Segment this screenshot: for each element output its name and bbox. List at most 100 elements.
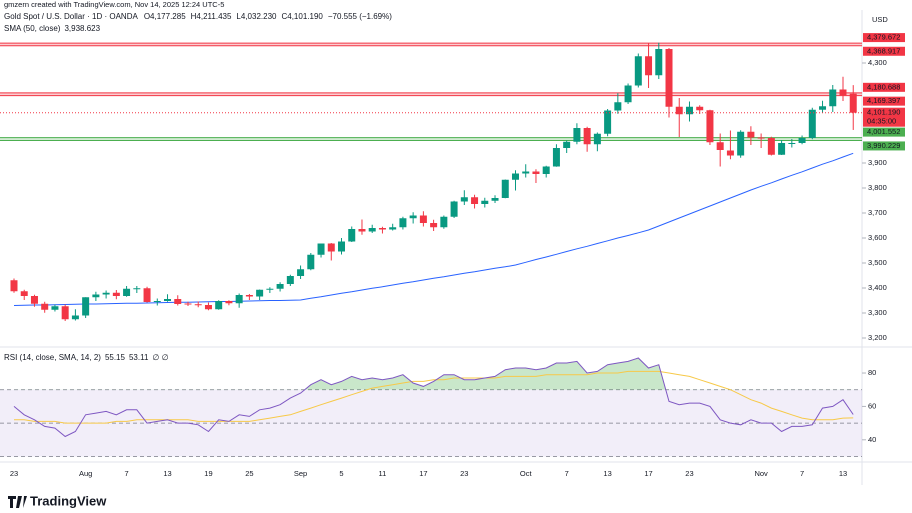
candle-body <box>194 304 202 306</box>
candle-body <box>266 288 274 290</box>
sma-legend-value: 3,938.623 <box>64 24 100 33</box>
x-tick-label: 7 <box>565 469 569 478</box>
candle-body <box>675 106 683 115</box>
candle-body <box>788 143 796 144</box>
current-price-label: 4,101.190 <box>867 108 900 117</box>
level-label: 4,368.917 <box>867 46 900 55</box>
x-tick-label: 19 <box>204 469 212 478</box>
sma-line <box>13 152 854 306</box>
x-tick-label: 23 <box>10 469 18 478</box>
candle-body <box>450 201 458 217</box>
x-tick-label: 13 <box>603 469 611 478</box>
candle-body <box>204 305 212 310</box>
candle-body <box>747 131 755 138</box>
candle-body <box>30 296 38 304</box>
candle-body <box>348 229 356 242</box>
x-tick-label: 17 <box>644 469 652 478</box>
candle-body <box>276 284 284 289</box>
sma-legend: SMA (50, close) <box>4 24 61 33</box>
candle-body <box>419 215 427 223</box>
candle-body <box>102 292 110 295</box>
candle-body <box>41 303 49 310</box>
candle-body <box>358 229 366 232</box>
candle-body <box>778 143 786 155</box>
level-label-box <box>863 127 905 137</box>
currency: USD <box>872 15 888 24</box>
candle-body <box>696 106 704 111</box>
candle-body <box>583 128 591 145</box>
y-tick-label: 3,900 <box>868 158 887 167</box>
candle-body <box>440 216 448 228</box>
candle-body <box>92 294 100 298</box>
rsi-sma-line <box>14 370 854 424</box>
candle-body <box>593 133 601 145</box>
level-label: 4,379.672 <box>867 33 900 42</box>
candle-body <box>737 131 745 156</box>
candle-body <box>798 138 806 143</box>
candle-body <box>133 288 141 290</box>
rsi-tick-label: 60 <box>868 401 876 410</box>
ohlc-value: L4,032.230 <box>236 12 277 21</box>
candle-body <box>655 49 663 76</box>
x-tick-label: Sep <box>294 469 307 478</box>
candle-body <box>511 173 519 180</box>
x-tick-label: Oct <box>520 469 533 478</box>
candle-body <box>399 218 407 228</box>
y-tick-label: 3,700 <box>868 208 887 217</box>
y-tick-label: 3,300 <box>868 308 887 317</box>
rsi-line <box>13 357 854 438</box>
candle-body <box>286 276 294 284</box>
candle-body <box>757 137 765 139</box>
candle-body <box>430 223 438 228</box>
candle-body <box>235 295 243 304</box>
candle-body <box>726 150 734 156</box>
x-tick-label: 25 <box>245 469 253 478</box>
candle-body <box>481 200 489 204</box>
y-tick-label: 3,600 <box>868 233 887 242</box>
level-zone <box>0 92 862 96</box>
rsi-legend-value: 55.15 <box>105 353 126 362</box>
x-tick-label: 5 <box>339 469 343 478</box>
candle-body <box>471 197 479 204</box>
rsi-legend-extra: ∅ ∅ <box>152 353 168 362</box>
y-tick-label: 3,200 <box>868 333 887 342</box>
candle-body <box>542 166 550 174</box>
candle-body <box>338 241 346 252</box>
candle-body <box>143 288 151 302</box>
candle-body <box>317 243 325 255</box>
candle-body <box>153 301 161 302</box>
candle-body <box>71 315 79 320</box>
candle-body <box>10 280 18 292</box>
candle-body <box>614 102 622 111</box>
y-tick-label: 3,800 <box>868 183 887 192</box>
candle-body <box>409 215 417 219</box>
candle-body <box>501 179 509 198</box>
candle-body <box>112 292 120 296</box>
candle-body <box>184 303 192 305</box>
y-tick-label: 4,300 <box>868 58 887 67</box>
candle-body <box>665 49 673 107</box>
x-tick-label: 23 <box>685 469 693 478</box>
candle-body <box>604 110 612 134</box>
rsi-sma-legend-value: 53.11 <box>129 353 149 362</box>
level-zone <box>0 137 862 141</box>
rsi-overbought-fill <box>14 358 854 390</box>
candle-body <box>716 142 724 150</box>
ohlc-value: C4,101.190 <box>281 12 323 21</box>
x-tick-label: 17 <box>419 469 427 478</box>
candle-body <box>808 109 816 138</box>
candle-body <box>522 171 530 174</box>
candle-body <box>491 198 499 201</box>
level-label: 4,169.397 <box>867 96 900 105</box>
candle-body <box>849 93 857 113</box>
x-tick-label: 7 <box>124 469 128 478</box>
x-tick-label: 13 <box>163 469 171 478</box>
candle-body <box>245 295 253 297</box>
candle-body <box>685 106 693 115</box>
candle-body <box>645 56 653 76</box>
level-label: 3,990.229 <box>867 141 900 150</box>
rsi-tick-label: 40 <box>868 435 876 444</box>
candle-body <box>20 291 28 296</box>
